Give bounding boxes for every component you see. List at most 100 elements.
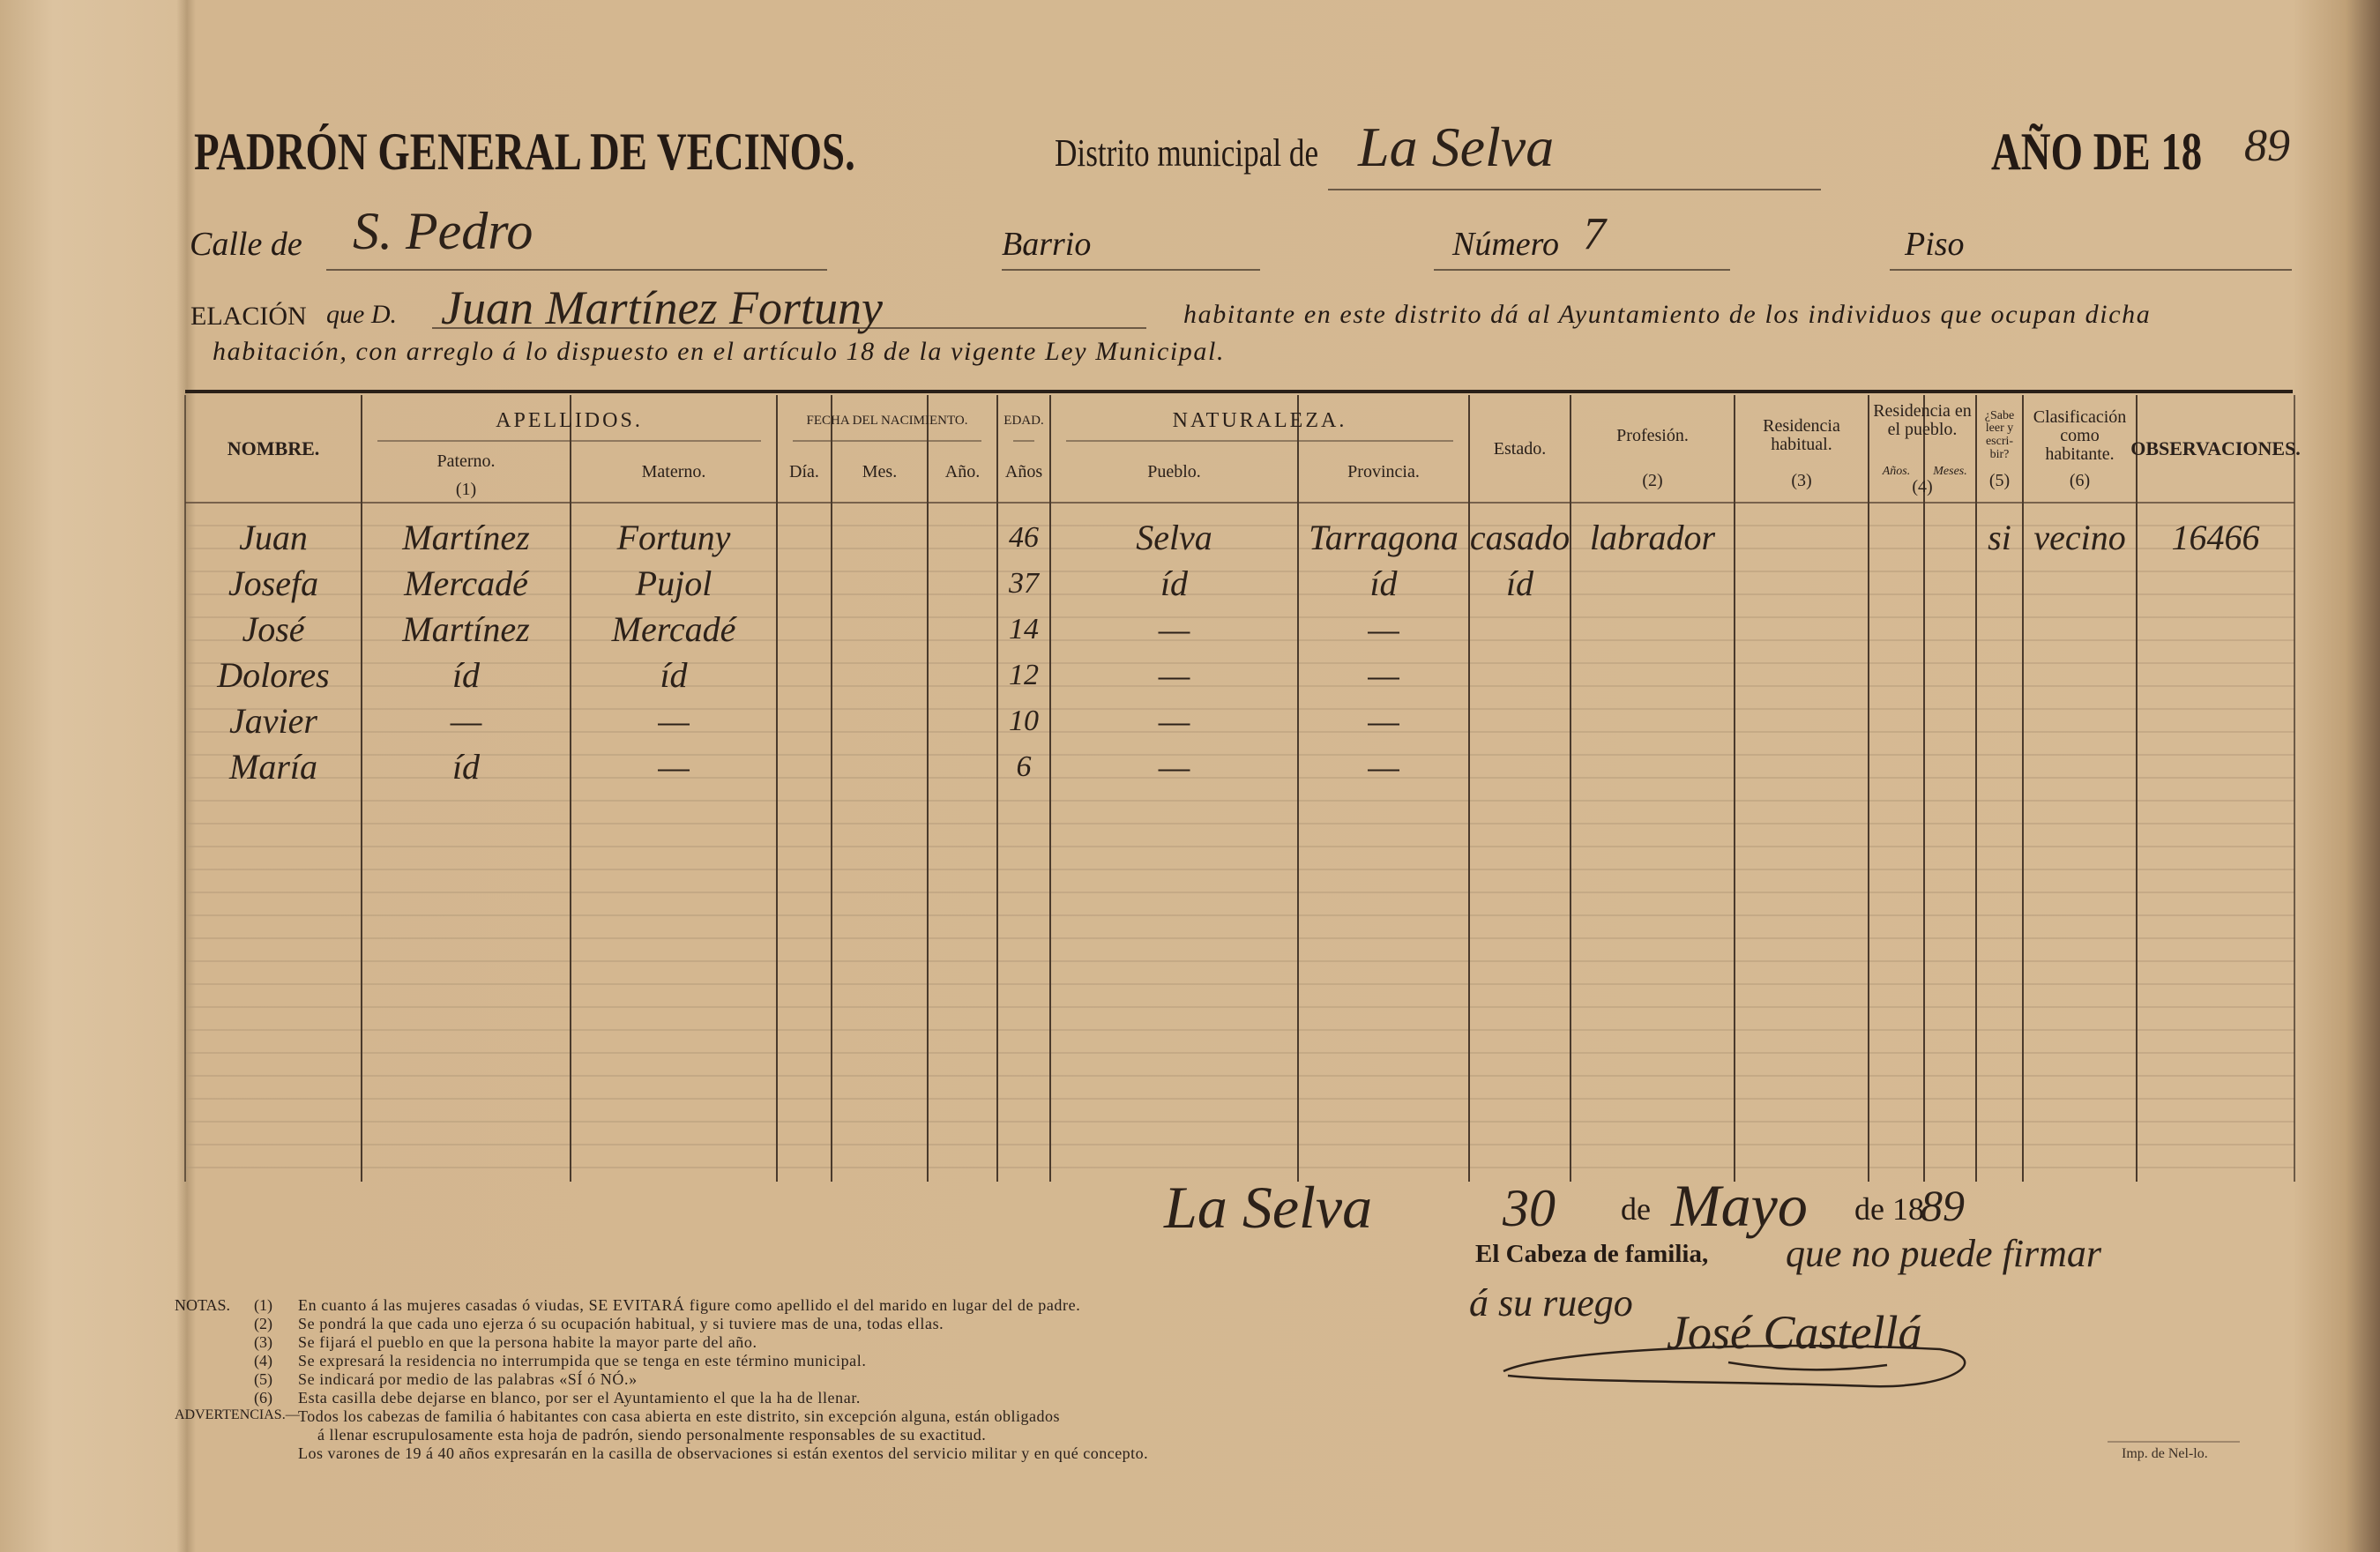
year-label: AÑO DE 18 <box>1991 123 2203 181</box>
cell: vecino <box>2033 518 2126 557</box>
calle: S. Pedro <box>353 202 533 260</box>
column-header: Años <box>1004 461 1043 481</box>
year-suffix: 89 <box>2244 121 2290 171</box>
cell: Dolores <box>217 655 330 695</box>
cell: — <box>658 701 690 741</box>
cell: José <box>242 609 305 649</box>
column-note: (6) <box>2069 470 2091 490</box>
imprint: Imp. de Nel-lo. <box>2122 1446 2208 1461</box>
cell: — <box>450 701 482 741</box>
column-note: (3) <box>1791 470 1812 490</box>
footer-day: 30 <box>1503 1179 1556 1237</box>
signature: José Castellá <box>1667 1306 1922 1359</box>
column-header: NOMBRE. <box>227 437 320 460</box>
cell: íd <box>1369 563 1398 603</box>
cell: íd <box>1505 563 1534 603</box>
barrio-label: Barrio <box>1002 226 1092 263</box>
note-marker: (5) <box>254 1370 272 1388</box>
cell: 37 <box>1009 567 1039 601</box>
group-header: EDAD. <box>1003 414 1044 429</box>
calle-label: Calle de <box>190 226 302 263</box>
advert-line: Los varones de 19 á 40 años expresarán e… <box>298 1444 1149 1462</box>
numero: 7 <box>1583 209 1606 259</box>
note-marker: (3) <box>254 1333 272 1351</box>
signature-flourish <box>1503 1344 1966 1388</box>
cell: 16466 <box>2171 518 2260 557</box>
cell: 46 <box>1009 521 1039 555</box>
group-header: FECHA DEL NACIMIENTO. <box>806 414 968 429</box>
district-label: Distrito municipal de <box>1055 131 1319 175</box>
cabeza-note: á su ruego <box>1469 1281 1633 1324</box>
cell: Selva <box>1136 518 1212 557</box>
cell: íd <box>660 655 688 695</box>
cell: íd <box>451 747 481 787</box>
column-header: Años. <box>1882 464 1911 478</box>
group-note: (4) <box>1912 476 1933 496</box>
column-header: Provincia. <box>1347 461 1420 481</box>
cell: labrador <box>1589 518 1716 557</box>
advert-line: á llenar escrupulosamente esta hoja de p… <box>317 1426 987 1444</box>
advert-line: Todos los cabezas de familia ó habitante… <box>298 1407 1060 1425</box>
cell: íd <box>451 655 481 695</box>
column-note: (2) <box>1642 470 1663 490</box>
note-marker: (4) <box>254 1352 272 1369</box>
note-text: Se fijará el pueblo en que la persona ha… <box>298 1333 757 1351</box>
piso-label: Piso <box>1905 226 1965 263</box>
cell: 10 <box>1009 705 1039 738</box>
cell: casado <box>1469 518 1571 557</box>
cell: íd <box>1160 563 1189 603</box>
cell: — <box>1368 655 1399 695</box>
cabeza-note: que no puede firmar <box>1786 1232 2102 1275</box>
column-header: Profesión. <box>1616 425 1689 445</box>
cell: — <box>1158 701 1190 741</box>
relation-que: que D. <box>326 300 397 329</box>
column-header: ¿Sabe leer y escri-bir? <box>1984 408 2015 461</box>
cell: Juan <box>239 518 308 557</box>
cell: 6 <box>1016 750 1032 784</box>
cell: 14 <box>1009 613 1039 646</box>
note-text: Se pondrá la que cada uno ejerza ó su oc… <box>298 1315 944 1332</box>
group-header: Residencia en el pueblo. <box>1873 401 1972 439</box>
notes-label: NOTAS. <box>175 1296 231 1314</box>
column-header: Meses. <box>1933 464 1967 478</box>
note-marker: (6) <box>254 1389 272 1406</box>
footer-place: La Selva <box>1164 1174 1373 1241</box>
cell: — <box>658 747 690 787</box>
note-text: En cuanto á las mujeres casadas ó viudas… <box>298 1296 1081 1314</box>
cell: Martínez <box>402 609 530 649</box>
note-text: Se indicará por medio de las palabras «S… <box>298 1370 638 1388</box>
cell: Mercadé <box>611 609 736 649</box>
cell: — <box>1368 609 1399 649</box>
cell: — <box>1368 747 1399 787</box>
footer-year-label: de 18 <box>1854 1191 1924 1227</box>
relation-line: habitante en este distrito dá al Ayuntam… <box>1183 300 2152 329</box>
cell: Javier <box>229 701 317 741</box>
numero-label: Número <box>1452 226 1560 263</box>
note-text: Esta casilla debe dejarse en blanco, por… <box>298 1389 862 1406</box>
advert-label: ADVERTENCIAS.— <box>175 1407 300 1422</box>
cell: Fortuny <box>616 518 731 557</box>
cell: María <box>229 747 317 787</box>
cell: 12 <box>1009 659 1039 692</box>
column-header: OBSERVACIONES. <box>2130 437 2301 460</box>
cell: Tarragona <box>1309 518 1459 557</box>
footer-de: de <box>1621 1191 1651 1227</box>
form-title: PADRÓN GENERAL DE VECINOS. <box>194 123 855 181</box>
column-note: (1) <box>455 479 477 499</box>
column-header: Clasificación como habitante. <box>2033 407 2127 464</box>
column-header: Año. <box>944 461 981 481</box>
column-header: Estado. <box>1493 438 1547 459</box>
column-header: Mes. <box>862 461 898 481</box>
group-header: NATURALEZA. <box>1172 409 1347 433</box>
column-header: Paterno. <box>436 451 496 471</box>
relation-label: ELACIÓN <box>190 302 307 331</box>
cell: — <box>1368 701 1399 741</box>
column-header: Pueblo. <box>1147 461 1201 481</box>
cabeza-label: El Cabeza de familia, <box>1475 1240 1709 1268</box>
note-marker: (2) <box>254 1315 272 1332</box>
cell: — <box>1158 747 1190 787</box>
column-header: Materno. <box>641 461 706 481</box>
head-name: Juan Martínez Fortuny <box>441 281 883 334</box>
